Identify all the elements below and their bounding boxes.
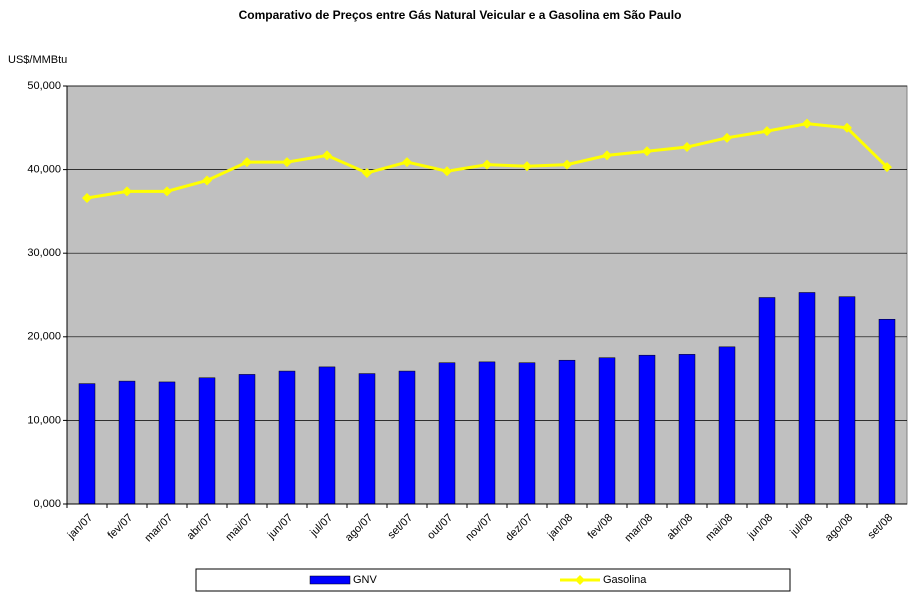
y-tick-label: 20,000 [27,331,61,343]
x-tick-label: nov/07 [463,512,495,544]
bar [598,357,616,505]
y-tick-label: 40,000 [27,164,61,176]
bar [398,370,416,505]
y-tick-label: 50,000 [27,80,61,92]
marker [682,142,692,153]
bar [518,362,536,505]
x-tick-label: ago/07 [343,512,375,544]
bar [158,381,176,505]
x-tick-label: ago/08 [823,512,855,544]
legend-box [195,568,791,592]
marker [402,157,412,168]
x-tick-label: fev/08 [585,512,615,542]
x-tick-label: out/07 [425,512,455,542]
marker [322,150,332,161]
marker [482,159,492,170]
bar [78,383,96,505]
legend-marker [575,575,585,585]
y-tick-label: 0,000 [33,498,61,510]
x-tick-label: jul/08 [787,512,815,540]
marker [882,162,892,173]
marker [82,193,92,204]
bar [838,296,856,505]
x-tick-label: mar/07 [142,512,175,545]
marker [802,118,812,129]
x-tick-label: jun/08 [745,512,775,542]
bar [198,377,216,505]
marker [242,157,252,168]
x-tick-label: mar/08 [622,512,655,545]
legend-label: Gasolina [603,574,647,586]
marker [642,146,652,157]
marker [602,150,612,161]
marker [842,122,852,133]
marker [282,157,292,168]
bar [798,292,816,505]
chart-title: Comparativo de Preços entre Gás Natural … [239,8,682,22]
x-tick-label: fev/07 [105,512,135,542]
marker [122,186,132,197]
marker [722,132,732,143]
bar [878,318,896,505]
x-tick-label: abr/07 [185,512,216,543]
y-tick-label: 10,000 [27,414,61,426]
bar [718,346,736,505]
bar [318,366,336,505]
x-tick-label: set/07 [385,512,415,542]
bar [558,359,576,505]
marker [362,167,372,178]
bar [118,380,136,505]
bar [358,373,376,505]
bar [478,361,496,505]
marker [162,186,172,197]
x-tick-label: abr/08 [665,512,696,543]
x-tick-label: dez/07 [503,512,535,544]
bar [758,297,776,505]
bar [438,362,456,505]
bar [638,354,656,505]
y-axis-label: US$/MMBtu [8,54,67,66]
x-tick-label: jun/07 [265,512,295,542]
x-tick-label: set/08 [865,512,895,542]
marker [522,161,532,172]
bar [678,354,696,505]
bar [238,374,256,505]
marker [202,175,212,186]
x-tick-label: jul/07 [307,512,335,540]
y-tick-label: 30,000 [27,247,61,259]
legend-label: GNV [353,574,378,586]
x-tick-label: jan/07 [65,512,95,542]
marker [762,126,772,137]
bar [278,370,296,505]
x-tick-label: mai/08 [703,512,735,544]
x-tick-label: jan/08 [545,512,575,542]
x-tick-label: mai/07 [223,512,255,544]
legend-swatch [309,575,351,585]
marker [442,166,452,177]
marker [562,159,572,170]
